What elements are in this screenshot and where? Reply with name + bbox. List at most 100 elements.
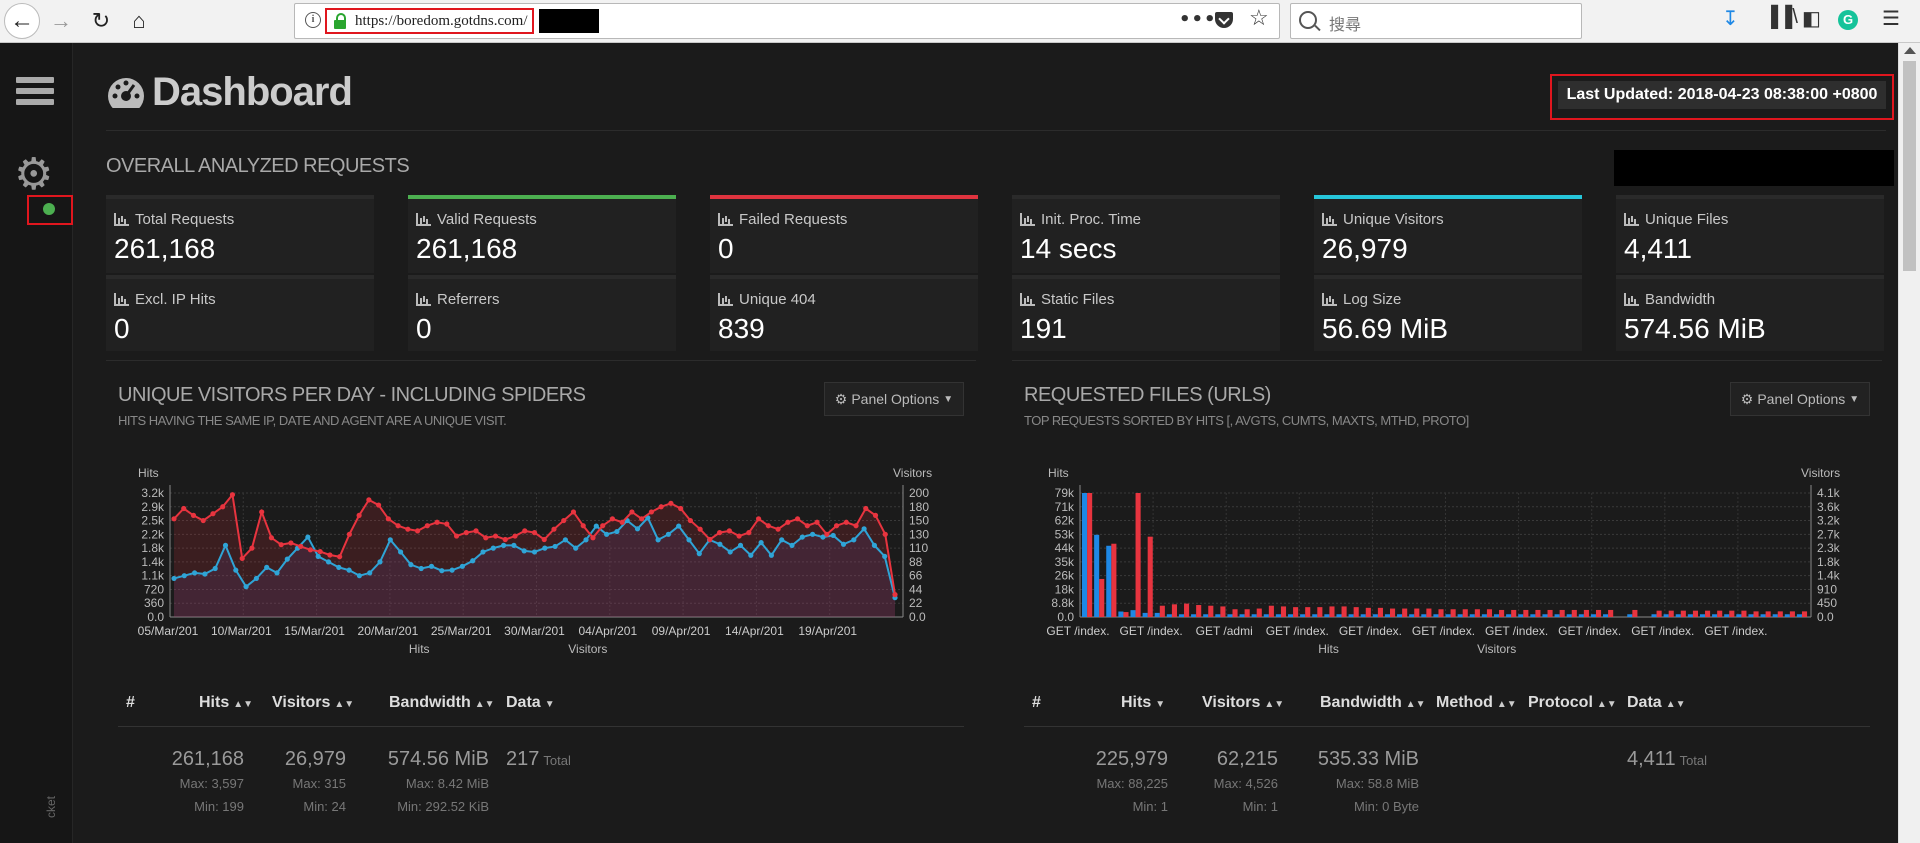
gear-icon[interactable]: ⚙	[14, 150, 54, 199]
bar-chart-icon	[718, 293, 733, 306]
home-button[interactable]: ⌂	[132, 8, 146, 33]
visitors-point	[470, 558, 476, 564]
hits-bar	[1680, 610, 1686, 617]
visitors-bar	[1663, 614, 1669, 617]
visitors-bar	[1712, 614, 1718, 617]
visitors-point	[305, 534, 311, 540]
library-icon[interactable]: ▐▐\	[1764, 6, 1798, 28]
hits-point	[317, 548, 323, 555]
hits-max: Max: 3,597	[179, 776, 244, 791]
metric-value: 4,411	[1624, 233, 1692, 264]
hits-bar	[1559, 609, 1565, 617]
hits-point	[580, 523, 586, 529]
x-tick-label: 25/Mar/201	[431, 624, 492, 638]
x-tick-label: 04/Apr/201	[578, 624, 637, 638]
hits-bar	[1583, 609, 1589, 617]
hits-point	[210, 511, 216, 517]
visitors-point	[531, 549, 538, 555]
grammarly-icon[interactable]: G	[1838, 10, 1858, 30]
visitors-bar	[1796, 614, 1802, 617]
y2-tick-label: 130	[909, 527, 929, 541]
files-panel-options-button[interactable]: ⚙ Panel Options ▼	[1730, 382, 1870, 416]
scroll-up-arrow-icon[interactable]	[1904, 47, 1916, 54]
y2-tick-label: 200	[909, 486, 929, 500]
sidebar-footer-text: cket	[44, 795, 58, 818]
visitors-bar	[1348, 614, 1354, 617]
y2-tick-label: 1.4k	[1817, 569, 1841, 583]
hits-bar	[1705, 610, 1711, 617]
x-tick-label: GET /index.	[1558, 624, 1621, 638]
col-header-hits[interactable]: Hits ▲▼	[199, 694, 253, 712]
col-header-hits[interactable]: Hits ▼	[1121, 694, 1165, 712]
bar-chart-icon	[416, 213, 431, 226]
hits-bar	[1668, 610, 1674, 617]
col-header-data[interactable]: Data ▼	[506, 694, 555, 712]
forward-button[interactable]: →	[50, 8, 72, 33]
hits-bar	[1608, 609, 1614, 617]
hits-bar	[1729, 610, 1735, 617]
hits-point	[444, 521, 450, 527]
hits-bar	[1232, 609, 1238, 617]
hits-point	[872, 512, 879, 518]
hits-bar	[1717, 610, 1723, 617]
search-bar[interactable]: 搜尋	[1290, 3, 1582, 39]
bookmark-star-icon[interactable]: ☆	[1249, 5, 1269, 30]
more-icon[interactable]: •••	[1179, 9, 1217, 30]
back-button[interactable]: ←	[4, 3, 40, 39]
hits-bar	[1256, 608, 1262, 617]
hits-point	[405, 526, 411, 532]
visitors-bar	[1590, 614, 1596, 617]
scroll-thumb[interactable]	[1903, 61, 1916, 271]
visitors-point	[871, 542, 878, 548]
visitors-point	[758, 540, 764, 546]
y-tick-label: 8.8k	[1051, 596, 1075, 610]
download-icon[interactable]: ↧	[1722, 8, 1739, 30]
visitors-point	[696, 551, 702, 557]
col-header-data[interactable]: Data ▲▼	[1627, 694, 1685, 712]
visitors-bar	[1542, 614, 1548, 617]
hamburger-icon[interactable]	[16, 77, 54, 105]
y2-tick-label: 0.0	[909, 610, 926, 624]
metric-label-text: Unique Files	[1645, 211, 1729, 228]
visitors-bar	[1239, 614, 1245, 617]
hits-point	[502, 536, 508, 543]
col-header-bandwidth[interactable]: Bandwidth ▲▼	[1320, 694, 1426, 712]
visitors-bar	[1445, 614, 1451, 617]
browser-menu-icon[interactable]: ☰	[1882, 8, 1900, 30]
hits-bar	[1656, 610, 1662, 617]
metric-value: 261,168	[114, 233, 216, 264]
visitors-point	[542, 545, 548, 551]
hits-bar	[1499, 609, 1505, 617]
col-header-method[interactable]: Method ▲▼	[1436, 694, 1517, 712]
visitors-panel-options-button[interactable]: ⚙ Panel Options ▼	[824, 382, 964, 416]
pocket-icon[interactable]	[1215, 12, 1233, 28]
hits-point	[424, 523, 430, 529]
info-icon[interactable]: i	[305, 12, 321, 28]
bar-chart-icon	[1624, 213, 1639, 226]
bandwidth-total: 574.56 MiB	[387, 748, 489, 770]
col-header-visitors[interactable]: Visitors ▲▼	[272, 694, 354, 712]
hits-point	[726, 528, 732, 534]
sidebar-toggle-icon[interactable]: ◧	[1802, 8, 1821, 30]
hits-bar	[1402, 608, 1408, 617]
col-header-visitors[interactable]: Visitors ▲▼	[1202, 694, 1284, 712]
visitors-bar	[1506, 614, 1512, 617]
reload-button[interactable]: ↻	[91, 8, 111, 33]
data-header-label: Data	[1627, 694, 1662, 711]
visitors-point	[614, 528, 620, 535]
col-header-bandwidth[interactable]: Bandwidth ▲▼	[389, 694, 495, 712]
hits-bar	[1268, 605, 1274, 617]
page-scrollbar[interactable]	[1898, 43, 1920, 843]
visitors-point	[253, 575, 259, 582]
hits-point	[843, 519, 849, 525]
hits-point	[551, 526, 557, 532]
panel-options-label: Panel Options	[851, 391, 940, 407]
col-header-protocol[interactable]: Protocol ▲▼	[1528, 694, 1617, 712]
hits-bar	[1414, 608, 1420, 617]
bandwidth-total: 535.33 MiB	[1317, 748, 1419, 770]
visitors-point	[501, 542, 507, 548]
url-text[interactable]: https://boredom.gotdns.com/	[355, 12, 528, 29]
hits-bar	[1777, 611, 1783, 617]
x-tick-label: 30/Mar/201	[504, 624, 565, 638]
url-bar[interactable]: i https://boredom.gotdns.com/ ••• ☆	[294, 3, 1280, 39]
